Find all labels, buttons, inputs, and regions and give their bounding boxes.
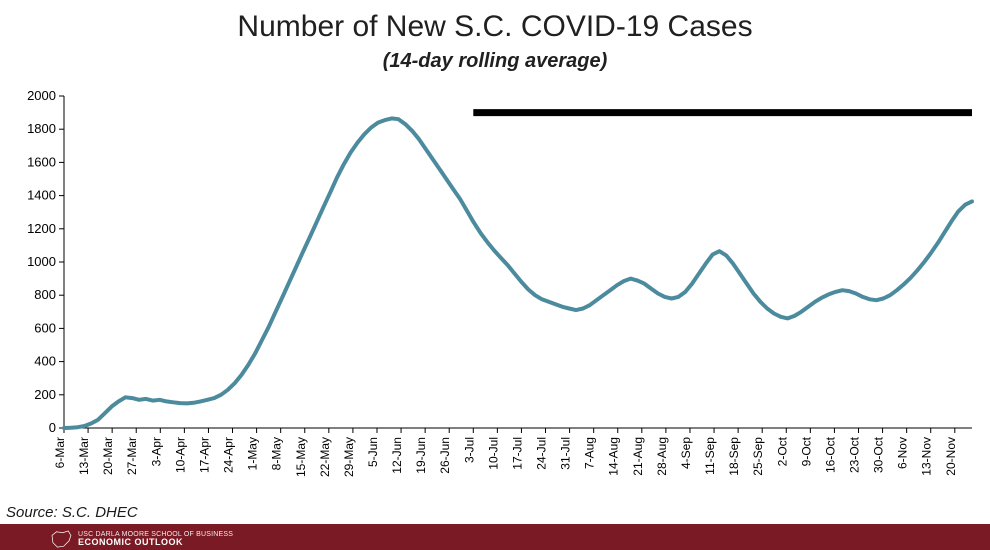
svg-text:3-Jul: 3-Jul: [462, 437, 476, 463]
svg-text:23-Oct: 23-Oct: [848, 436, 862, 473]
svg-text:2000: 2000: [27, 90, 56, 103]
svg-text:6-Nov: 6-Nov: [896, 437, 910, 469]
svg-text:17-Apr: 17-Apr: [197, 437, 211, 473]
state-outline-icon: [50, 530, 72, 548]
svg-text:1200: 1200: [27, 221, 56, 236]
svg-text:1000: 1000: [27, 254, 56, 269]
svg-text:17-Jul: 17-Jul: [510, 437, 524, 470]
svg-text:27-Mar: 27-Mar: [125, 437, 139, 475]
svg-text:29-May: 29-May: [342, 437, 356, 477]
svg-text:5-Jun: 5-Jun: [366, 437, 380, 467]
svg-text:14-Aug: 14-Aug: [607, 437, 621, 476]
svg-text:24-Jul: 24-Jul: [535, 437, 549, 470]
svg-text:24-Apr: 24-Apr: [222, 437, 236, 473]
svg-text:1600: 1600: [27, 154, 56, 169]
svg-text:16-Oct: 16-Oct: [823, 436, 837, 473]
svg-text:20-Nov: 20-Nov: [944, 437, 958, 476]
chart-title: Number of New S.C. COVID-19 Cases: [0, 10, 990, 44]
line-chart: 0 200 400 600 800 1000 1200 1400 1600 1800 2000 6-M…: [20, 90, 978, 498]
source-attribution: Source: S.C. DHEC: [6, 504, 138, 521]
footer-logo-line1: USC DARLA MOORE SCHOOL OF BUSINESS: [78, 531, 233, 538]
svg-text:15-May: 15-May: [294, 437, 308, 477]
svg-text:7-Aug: 7-Aug: [583, 437, 597, 469]
svg-text:12-Jun: 12-Jun: [390, 437, 404, 474]
svg-text:1400: 1400: [27, 188, 56, 203]
chart-area: 0 200 400 600 800 1000 1200 1400 1600 1800 2000 6-M…: [20, 90, 978, 498]
footer-logo-line2: ECONOMIC OUTLOOK: [78, 538, 233, 547]
svg-text:200: 200: [34, 387, 56, 402]
svg-text:31-Jul: 31-Jul: [559, 437, 573, 470]
svg-text:18-Sep: 18-Sep: [727, 437, 741, 476]
svg-text:400: 400: [34, 354, 56, 369]
svg-text:2-Oct: 2-Oct: [775, 436, 789, 466]
svg-text:20-Mar: 20-Mar: [101, 437, 115, 475]
svg-text:13-Nov: 13-Nov: [920, 437, 934, 476]
svg-text:25-Sep: 25-Sep: [751, 437, 765, 476]
svg-text:28-Aug: 28-Aug: [655, 437, 669, 476]
slide: Number of New S.C. COVID-19 Cases (14-da…: [0, 10, 990, 550]
svg-text:30-Oct: 30-Oct: [872, 436, 886, 473]
svg-text:26-Jun: 26-Jun: [438, 437, 452, 474]
svg-text:600: 600: [34, 320, 56, 335]
svg-text:21-Aug: 21-Aug: [631, 437, 645, 476]
svg-text:8-May: 8-May: [270, 437, 284, 470]
chart-subtitle: (14-day rolling average): [0, 50, 990, 73]
svg-text:1800: 1800: [27, 121, 56, 136]
svg-text:10-Apr: 10-Apr: [173, 437, 187, 473]
svg-text:13-Mar: 13-Mar: [77, 437, 91, 475]
svg-text:1-May: 1-May: [246, 437, 260, 470]
svg-text:6-Mar: 6-Mar: [53, 437, 67, 468]
svg-text:3-Apr: 3-Apr: [149, 437, 163, 466]
svg-text:10-Jul: 10-Jul: [486, 437, 500, 470]
svg-text:4-Sep: 4-Sep: [679, 437, 693, 469]
svg-text:800: 800: [34, 287, 56, 302]
svg-text:9-Oct: 9-Oct: [799, 436, 813, 466]
svg-text:19-Jun: 19-Jun: [414, 437, 428, 474]
footer-logo: USC DARLA MOORE SCHOOL OF BUSINESS ECONO…: [50, 530, 233, 548]
svg-text:22-May: 22-May: [318, 437, 332, 477]
svg-text:0: 0: [49, 420, 56, 435]
svg-text:11-Sep: 11-Sep: [703, 437, 717, 475]
